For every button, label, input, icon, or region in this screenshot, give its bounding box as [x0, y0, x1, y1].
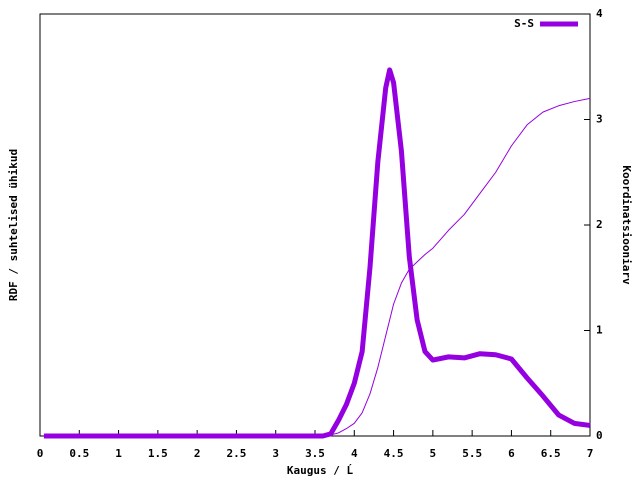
x-tick-label: 1.5 [148, 447, 168, 460]
x-tick-label: 6.5 [541, 447, 561, 460]
x-tick-label: 6 [508, 447, 515, 460]
x-tick-label: 3 [272, 447, 279, 460]
series-line [43, 97, 591, 437]
y-axis-label: RDF / suhtelised ühikud [7, 149, 20, 301]
x-axis-label: Kaugus / Ĺ [287, 464, 354, 477]
x-tick-label: 0 [37, 447, 44, 460]
x-tick-label: 4 [351, 447, 358, 460]
x-tick-label: 5 [430, 447, 437, 460]
y2-tick-label: 1 [596, 324, 603, 337]
x-tick-label: 0.5 [69, 447, 89, 460]
x-tick-label: 2 [194, 447, 201, 460]
y2-tick-label: 4 [596, 7, 603, 20]
y2-tick-label: 3 [596, 113, 603, 126]
y2-tick-label: 0 [596, 429, 603, 442]
plot-frame [39, 13, 591, 437]
y2-axis-label: Koordinatsiooniarv [620, 165, 633, 285]
y2-tick-label: 2 [596, 218, 603, 231]
x-tick-label: 5.5 [462, 447, 482, 460]
x-tick-label: 4.5 [384, 447, 404, 460]
x-tick-label: 2.5 [226, 447, 246, 460]
series-line [43, 67, 591, 439]
x-tick-label: 7 [587, 447, 594, 460]
legend-label: S-S [514, 17, 534, 30]
x-tick-label: 3.5 [305, 447, 325, 460]
x-tick-label: 1 [115, 447, 122, 460]
